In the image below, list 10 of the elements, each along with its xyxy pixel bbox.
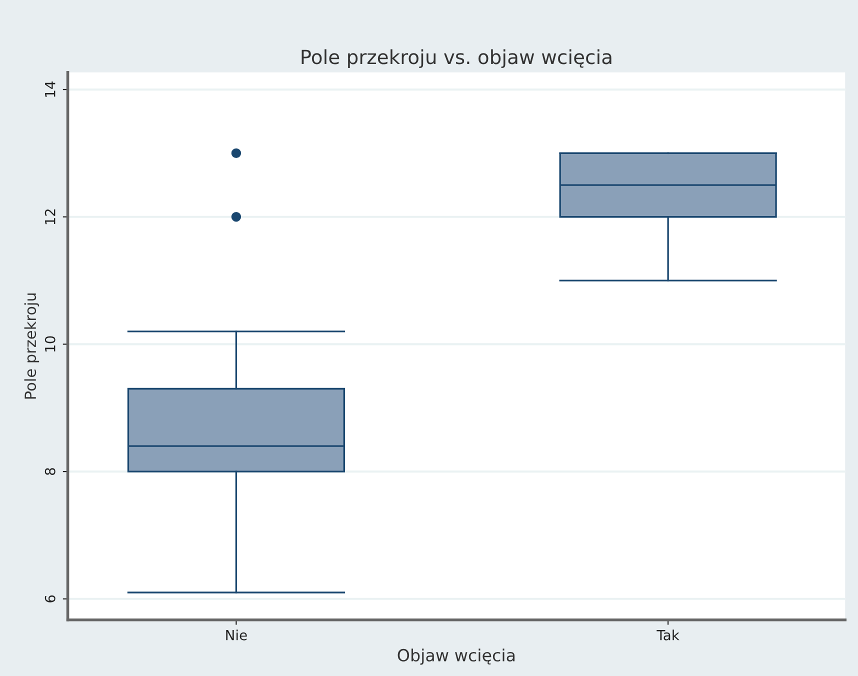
x-tick-label: Nie [226, 630, 247, 640]
y-tick-label: 8 [44, 468, 56, 476]
y-tick-label: 14 [45, 81, 56, 97]
x-axis-title: Objaw wcięcia [398, 648, 515, 665]
x-tick-label: Tak [656, 630, 680, 640]
y-tick-label: 12 [44, 209, 56, 224]
y-tick-label: 6 [44, 595, 56, 602]
y-axis-title: Pole przekroju [24, 294, 40, 399]
chart-title: Pole przekroju vs. objaw wcięcia [302, 49, 612, 68]
y-tick-label: 10 [44, 336, 56, 352]
